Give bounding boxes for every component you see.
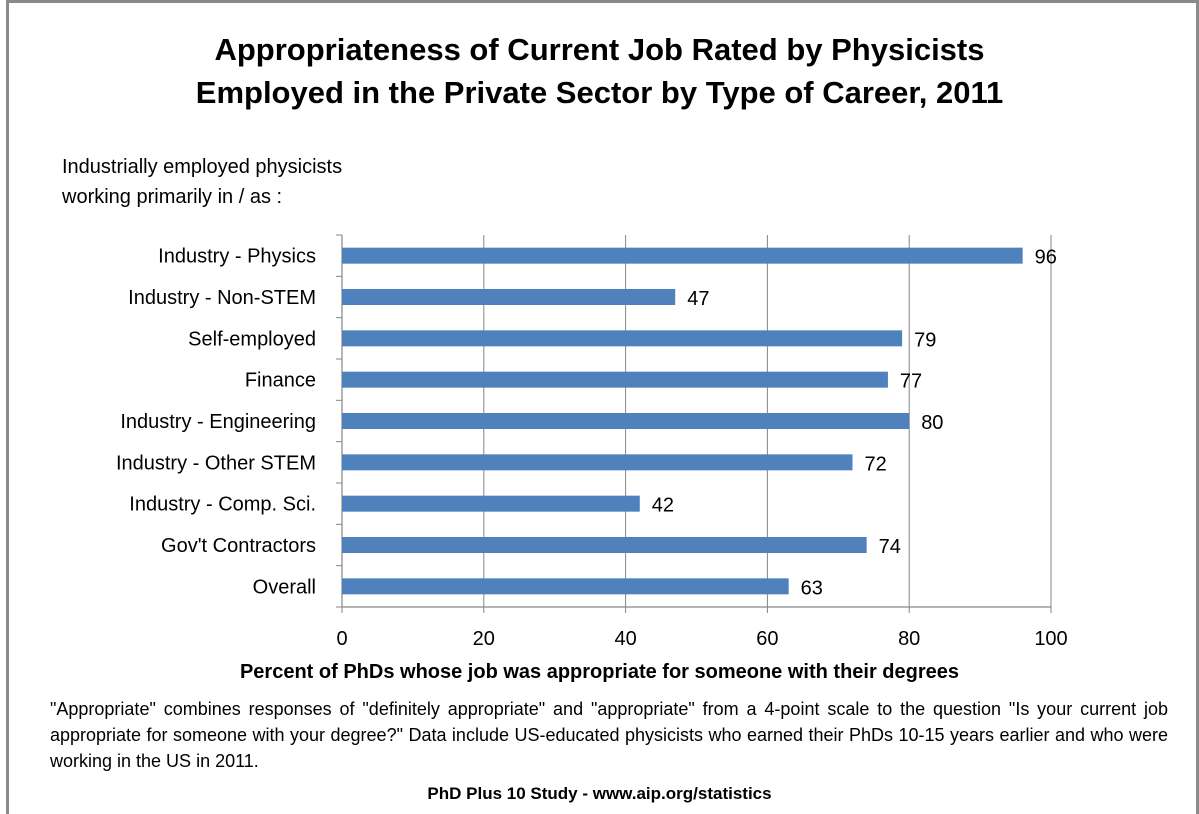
bar [342,413,910,429]
category-label: Industry - Engineering [120,411,316,433]
chart-note: "Appropriate" combines responses of "def… [50,699,1168,771]
frame-border-top [6,0,1199,3]
category-label: Gov't Contractors [161,535,316,557]
frame-border-left [6,0,9,814]
x-tick-label: 20 [473,628,495,650]
data-label: 74 [879,536,901,558]
data-label: 79 [914,329,936,351]
bar [342,454,853,471]
frame-border-right [1196,0,1199,814]
category-label: Overall [253,576,316,598]
bar [342,330,903,347]
bar [342,371,888,388]
data-label: 77 [900,371,922,393]
data-label: 47 [687,288,709,310]
category-label: Self-employed [188,328,316,350]
x-tick-label: 100 [1034,628,1067,650]
chart-title: Appropriateness of Current Job Rated by … [0,28,1199,114]
chart-subtitle: Industrially employed physicists working… [62,152,342,212]
x-tick-label: 80 [898,628,920,650]
data-label: 80 [921,412,943,434]
data-label: 63 [801,577,823,599]
chart-subtitle-line-2: working primarily in / as : [62,186,283,208]
bar [342,289,676,305]
category-label: Industry - Comp. Sci. [129,494,316,516]
bar [342,247,1023,264]
data-label: 96 [1035,247,1057,269]
bar [342,537,867,553]
data-label: 42 [652,495,674,517]
bar [342,578,789,595]
category-label: Finance [245,370,316,392]
x-tick-label: 0 [336,628,347,650]
category-label: Industry - Other STEM [116,452,316,474]
category-label: Industry - Physics [158,246,316,268]
chart-title-line-1: Appropriateness of Current Job Rated by … [214,32,985,67]
bar [342,495,640,512]
category-label: Industry - Non-STEM [128,287,316,309]
x-tick-label: 40 [614,628,636,650]
x-tick-label: 60 [756,628,778,650]
chart-subtitle-line-1: Industrially employed physicists [62,156,343,178]
chart-source: PhD Plus 10 Study - www.aip.org/statisti… [427,784,772,803]
data-label: 72 [864,453,886,475]
x-axis-label: Percent of PhDs whose job was appropriat… [239,661,960,683]
chart-title-line-2: Employed in the Private Sector by Type o… [195,75,1004,110]
